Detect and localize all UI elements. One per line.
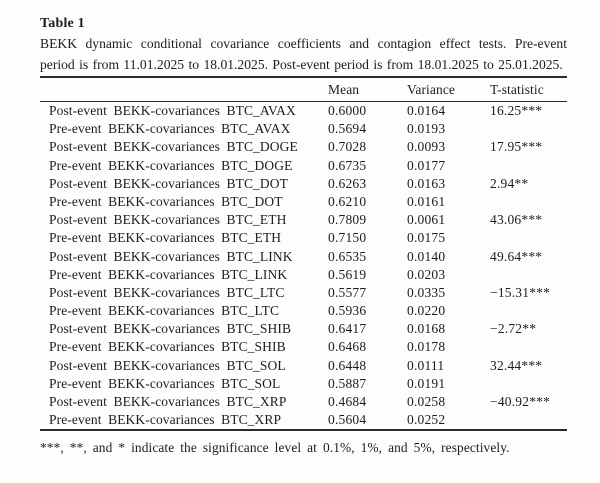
variance-value: 0.0178 [407,339,446,355]
table-row: Pre-event BEKK-covariances BTC_DOT 0.6210… [40,193,567,211]
table-row: Post-event BEKK-covariances BTC_DOT 0.626… [40,175,567,193]
variance-value: 0.0258 [407,394,446,409]
table-row: Post-event BEKK-covariances BTC_LTC 0.557… [40,284,567,302]
mean-value: 0.6210 [328,193,367,209]
table-block: Table 1 BEKK dynamic conditional covaria… [40,14,567,471]
table-row: Pre-event BEKK-covariances BTC_LINK 0.561… [40,266,567,284]
mean-value: 0.6735 [328,157,367,173]
table-row: Pre-event BEKK-covariances BTC_DOGE 0.673… [40,157,567,175]
table-row: Pre-event BEKK-covariances BTC_AVAX 0.569… [40,120,567,138]
header-mean: Mean [328,81,360,97]
row-label: Post-event BEKK-covariances BTC_DOT [49,175,288,191]
table-row: Post-event BEKK-covariances BTC_SHIB 0.64… [40,320,567,338]
mean-value: 0.7028 [328,139,367,155]
variance-value: 0.0163 [407,175,446,191]
row-label: Pre-event BEKK-covariances BTC_DOT [49,193,283,209]
header-t-statistic: T-statistic [490,81,544,97]
mean-value: 0.4684 [328,394,367,409]
variance-value: 0.0191 [407,375,446,391]
mean-value: 0.7809 [328,212,367,228]
table-row: Pre-event BEKK-covariances BTC_ETH 0.7150… [40,229,567,247]
t-statistic-value: 43.06*** [490,212,543,228]
variance-value: 0.0335 [407,284,446,300]
table-body: Post-event BEKK-covariances BTC_AVAX 0.60… [40,102,567,429]
variance-value: 0.0193 [407,121,446,137]
row-label: Pre-event BEKK-covariances BTC_LINK [49,266,288,282]
table-row: Post-event BEKK-covariances BTC_AVAX 0.60… [40,102,567,120]
mean-value: 0.6263 [328,175,367,191]
mean-value: 0.5887 [328,375,367,391]
t-statistic-value: 17.95*** [490,139,543,155]
mean-value: 0.6000 [328,103,367,118]
row-label: Post-event BEKK-covariances BTC_SHIB [49,321,292,337]
mean-value: 0.5694 [328,121,367,137]
variance-value: 0.0093 [407,139,446,155]
mean-value: 0.7150 [328,230,367,246]
variance-value: 0.0161 [407,193,446,209]
variance-value: 0.0168 [407,321,446,337]
mean-value: 0.5604 [328,412,367,428]
data-table: Mean Variance T-statistic Post-event BEK… [40,76,567,432]
mean-value: 0.5619 [328,266,367,282]
significance-footnote: ***, **, and * indicate the significance… [40,440,510,456]
mean-value: 0.6448 [328,357,367,373]
mean-value: 0.6535 [328,248,367,264]
t-statistic-value: 32.44*** [490,357,543,373]
variance-value: 0.0252 [407,412,446,428]
row-label: Pre-event BEKK-covariances BTC_AVAX [49,121,291,137]
row-label: Post-event BEKK-covariances BTC_LINK [49,248,293,264]
table-row: Post-event BEKK-covariances BTC_SOL 0.644… [40,357,567,375]
variance-value: 0.0140 [407,248,446,264]
table-caption: BEKK dynamic conditional covariance coef… [40,36,567,72]
table-row: Pre-event BEKK-covariances BTC_XRP 0.5604… [40,411,567,429]
t-statistic-value: 49.64*** [490,248,543,264]
table-row: Post-event BEKK-covariances BTC_XRP 0.468… [40,393,567,411]
mean-value: 0.5936 [328,303,367,319]
table-header-row: Mean Variance T-statistic [40,78,567,102]
mean-value: 0.5577 [328,284,367,300]
row-label: Pre-event BEKK-covariances BTC_SOL [49,375,281,391]
t-statistic-value: 2.94** [490,175,529,191]
variance-value: 0.0175 [407,230,446,246]
table-row: Post-event BEKK-covariances BTC_LINK 0.65… [40,248,567,266]
row-label: Pre-event BEKK-covariances BTC_SHIB [49,339,286,355]
header-variance: Variance [407,81,456,97]
t-statistic-value: 16.25*** [490,103,543,118]
row-label: Pre-event BEKK-covariances BTC_LTC [49,303,280,319]
row-label: Post-event BEKK-covariances BTC_AVAX [49,103,296,118]
variance-value: 0.0111 [407,357,445,373]
mean-value: 0.6468 [328,339,367,355]
table-row: Pre-event BEKK-covariances BTC_SOL 0.5887… [40,375,567,393]
row-label: Pre-event BEKK-covariances BTC_ETH [49,230,282,246]
variance-value: 0.0203 [407,266,446,282]
row-label: Post-event BEKK-covariances BTC_SOL [49,357,286,373]
row-label: Post-event BEKK-covariances BTC_XRP [49,394,287,409]
variance-value: 0.0164 [407,103,446,118]
table-row: Post-event BEKK-covariances BTC_DOGE 0.70… [40,138,567,156]
row-label: Post-event BEKK-covariances BTC_LTC [49,284,285,300]
row-label: Post-event BEKK-covariances BTC_ETH [49,212,287,228]
row-label: Pre-event BEKK-covariances BTC_DOGE [49,157,293,173]
table-row: Pre-event BEKK-covariances BTC_LTC 0.5936… [40,302,567,320]
t-statistic-value: −40.92*** [490,394,551,409]
mean-value: 0.6417 [328,321,367,337]
row-label: Pre-event BEKK-covariances BTC_XRP [49,412,282,428]
variance-value: 0.0177 [407,157,446,173]
t-statistic-value: −2.72** [490,321,537,337]
table-row: Post-event BEKK-covariances BTC_ETH 0.780… [40,211,567,229]
variance-value: 0.0061 [407,212,446,228]
table-title: Table 1 [40,16,85,31]
table-row: Pre-event BEKK-covariances BTC_SHIB 0.646… [40,338,567,356]
t-statistic-value: −15.31*** [490,284,551,300]
row-label: Post-event BEKK-covariances BTC_DOGE [49,139,298,155]
variance-value: 0.0220 [407,303,446,319]
